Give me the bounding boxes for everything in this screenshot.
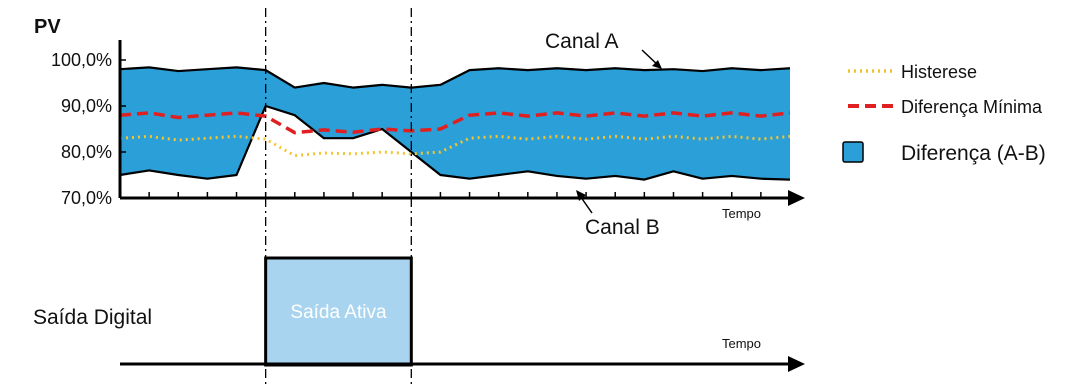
top-y-tick-label: 100,0%	[51, 50, 112, 70]
series-lines-layer	[119, 66, 791, 181]
bottom-ylabel: Saída Digital	[33, 306, 152, 329]
active-output-label: Saída Ativa	[290, 302, 387, 323]
series-line-canal-b	[119, 104, 791, 181]
bottom-x-axis-arrow	[788, 356, 805, 372]
legend-diferenca-symbol	[842, 141, 864, 163]
top-axes: 100,0% 90,0% 80,0% 70,0%	[51, 40, 805, 208]
top-y-tick-label: 90,0%	[61, 96, 112, 116]
bottom-xlabel: Tempo	[722, 336, 761, 351]
top-ylabel: PV	[34, 16, 61, 38]
annotation-canal-b: Canal B	[585, 216, 660, 239]
legend-histerese-label: Histerese	[901, 62, 977, 82]
annotation-canal-a-arrowhead	[652, 60, 662, 69]
top-y-tick-label: 80,0%	[61, 142, 112, 162]
series-line-canal-a	[119, 66, 791, 89]
top-y-ticks: 100,0% 90,0% 80,0% 70,0%	[51, 50, 126, 208]
series-line-diferenca-minima	[119, 111, 791, 135]
top-x-axis-arrow	[788, 190, 805, 206]
legend-diferenca-minima-label: Diferença Mínima	[901, 97, 1043, 117]
legend-diferenca-label: Diferença (A-B)	[901, 142, 1046, 165]
annotation-canal-b-arrowhead	[576, 190, 586, 201]
top-xlabel: Tempo	[722, 206, 761, 221]
annotation-canal-a: Canal A	[545, 30, 619, 53]
top-y-tick-label: 70,0%	[61, 188, 112, 208]
top-x-ticks	[119, 192, 791, 198]
